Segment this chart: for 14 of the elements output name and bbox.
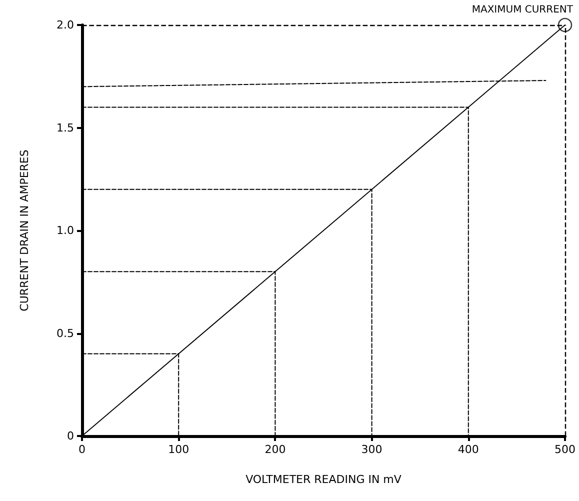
x-tick-label: 100	[168, 443, 190, 456]
x-axis-title: VOLTMETER READING IN mV	[246, 473, 402, 486]
y-tick-label: 2.0	[56, 18, 74, 32]
x-tick-label: 0	[78, 443, 86, 456]
y-tick-label: 1.0	[56, 224, 74, 237]
annotation: MAXIMUM CURRENT	[472, 4, 574, 16]
y-axis-title: CURRENT DRAIN IN AMPERES	[18, 150, 31, 312]
x-tick-label: 500	[554, 443, 576, 456]
y-tick-label: 0.5	[56, 326, 74, 340]
x-tick-label: 300	[361, 443, 382, 456]
x-tick-label: 400	[458, 443, 479, 456]
x-tick-label: 200	[264, 443, 286, 456]
y-tick-label: 0	[67, 430, 74, 442]
y-tick-label: 1.5	[56, 121, 74, 134]
